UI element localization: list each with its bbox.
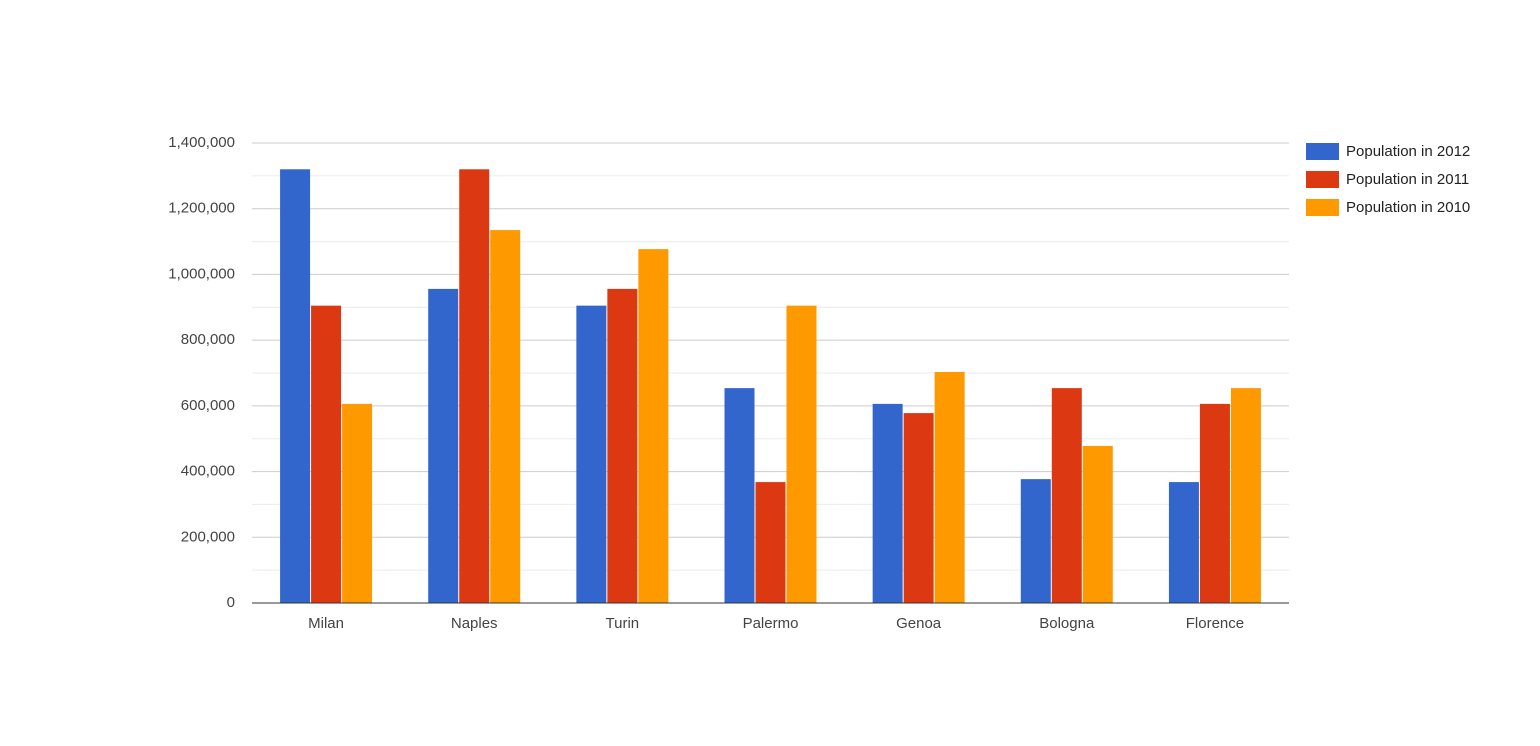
y-tick-label: 1,000,000 <box>168 265 235 282</box>
x-tick-label: Naples <box>451 615 498 632</box>
x-tick-label: Milan <box>308 615 344 632</box>
legend-swatch <box>1306 171 1339 188</box>
bar <box>1082 445 1113 603</box>
y-tick-label: 400,000 <box>181 463 235 480</box>
bar <box>428 288 459 603</box>
bar <box>755 482 786 603</box>
legend-swatch <box>1306 199 1339 216</box>
x-tick-label: Bologna <box>1039 615 1095 632</box>
y-tick-label: 1,400,000 <box>168 134 235 151</box>
bar <box>724 388 755 603</box>
y-tick-label: 1,200,000 <box>168 200 235 217</box>
bar <box>872 403 903 603</box>
bar <box>1230 388 1261 603</box>
x-tick-label: Palermo <box>743 615 799 632</box>
legend-label: Population in 2010 <box>1346 199 1470 216</box>
x-tick-label: Florence <box>1186 615 1244 632</box>
bar <box>1199 403 1230 603</box>
legend-label: Population in 2012 <box>1346 143 1470 160</box>
y-tick-label: 600,000 <box>181 397 235 414</box>
bar <box>607 288 638 603</box>
bar <box>490 230 521 604</box>
bar <box>1020 479 1051 603</box>
y-tick-label: 800,000 <box>181 331 235 348</box>
bar <box>1051 388 1082 603</box>
bar <box>786 305 817 603</box>
x-tick-label: Turin <box>606 615 640 632</box>
x-tick-label: Genoa <box>896 615 942 632</box>
bar <box>903 413 934 603</box>
bar <box>576 305 607 603</box>
bar <box>311 305 342 603</box>
bar <box>459 169 490 604</box>
bar <box>1168 482 1199 603</box>
legend-label: Population in 2011 <box>1346 171 1469 188</box>
y-tick-label: 0 <box>227 594 235 611</box>
bar <box>280 169 311 604</box>
bar <box>934 372 965 603</box>
bar <box>638 249 669 603</box>
bar <box>342 403 373 603</box>
legend-swatch <box>1306 143 1339 160</box>
y-tick-label: 200,000 <box>181 528 235 545</box>
